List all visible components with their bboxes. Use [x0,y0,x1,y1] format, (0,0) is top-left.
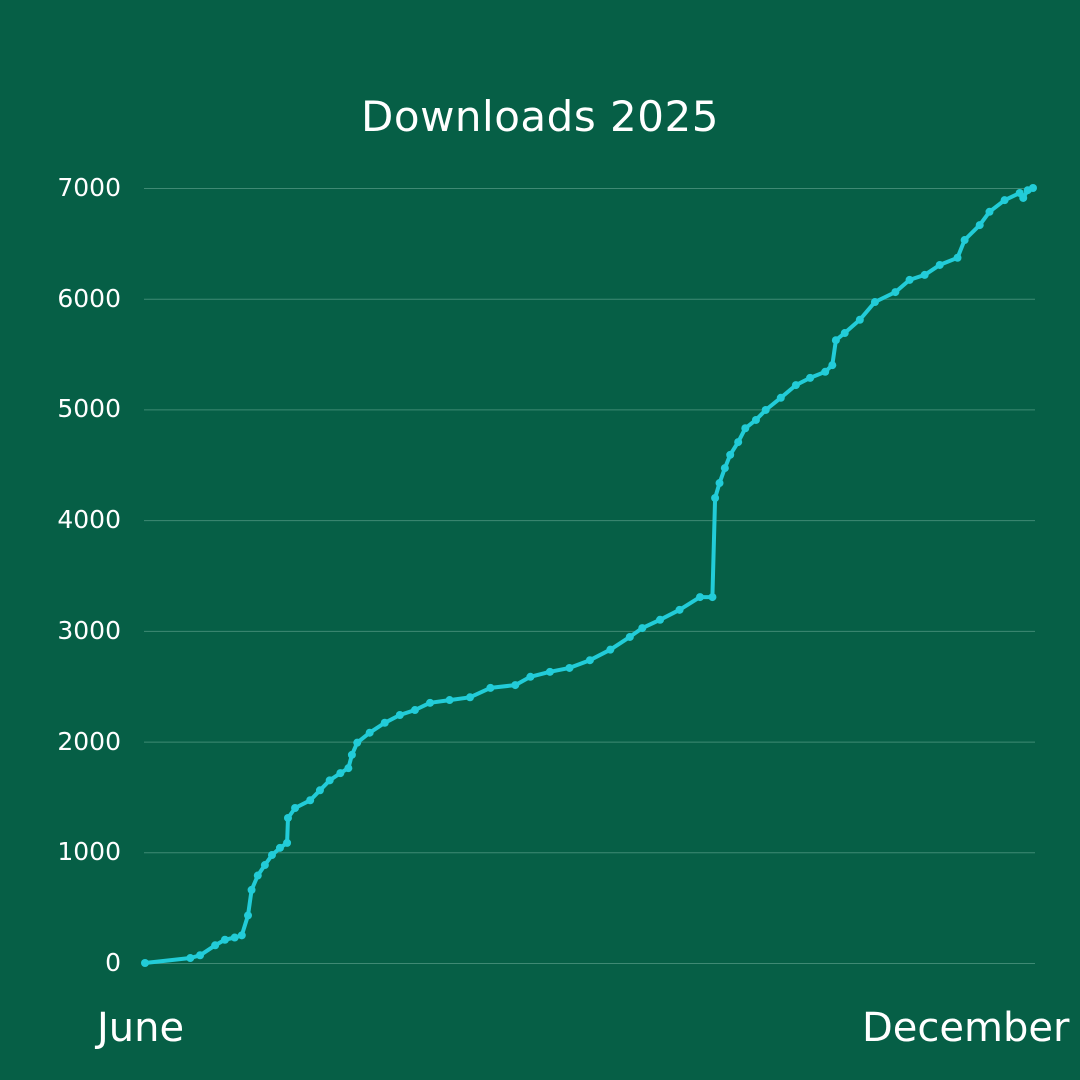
data-point [267,851,276,860]
data-point [1019,193,1028,202]
data-point [708,593,717,602]
data-point [905,275,914,284]
y-tick-label: 5000 [57,394,121,424]
data-point [306,796,315,805]
data-point [211,941,220,950]
data-point [565,663,574,672]
y-tick-label: 6000 [57,283,121,313]
data-point [840,329,849,338]
x-axis-label-start: June [97,1005,185,1051]
data-point [445,696,454,705]
data-point [935,260,944,269]
data-point [975,221,984,230]
data-point [380,718,389,727]
data-point [675,605,684,614]
data-point [734,438,743,447]
data-point [870,298,879,307]
data-point [828,361,837,370]
data-point [806,373,815,382]
data-point [347,750,356,759]
data-point [466,693,475,702]
data-point [855,315,864,324]
data-point [625,632,634,641]
gridlines [144,188,1035,964]
data-point [344,764,353,773]
data-point [315,786,324,795]
data-point [186,954,195,963]
data-point [141,959,149,967]
data-point [891,288,900,297]
data-point [656,615,665,624]
y-tick-label: 4000 [57,505,121,535]
data-point [726,450,735,459]
data-point [761,405,770,414]
y-tick-label: 2000 [57,726,121,756]
data-point [920,270,929,279]
data-point [985,207,994,216]
chart-title: Downloads 2025 [361,92,719,141]
data-point [275,843,284,852]
data-point [831,336,840,345]
data-point [291,804,300,812]
data-point [526,672,535,681]
data-point [821,367,830,376]
data-point [511,681,520,690]
data-point [720,464,729,473]
data-point [253,871,262,880]
data-point [220,935,229,944]
data-point [237,931,246,940]
data-point [715,479,724,488]
data-point [244,911,253,920]
data-point [426,698,435,707]
data-point [283,813,292,822]
data-point [325,776,334,785]
data-point [1000,196,1009,205]
data-point [365,728,374,737]
data-point [336,769,345,778]
data-point [776,393,785,402]
data-point [395,711,404,719]
data-point [1029,184,1037,192]
data-point [353,738,362,747]
y-tick-label: 0 [105,948,121,977]
data-point [196,951,205,960]
data-point [247,885,256,894]
data-point [711,494,720,502]
data-markers [141,184,1037,967]
data-point [791,381,800,390]
y-tick-label: 7000 [57,173,121,202]
y-tick-label: 3000 [57,615,121,645]
data-point [960,236,969,245]
data-point [585,656,594,665]
data-point [741,424,750,433]
y-tick-label: 1000 [57,837,121,867]
data-point [638,624,647,633]
data-point [283,838,292,847]
data-point [953,253,962,262]
data-point [545,667,554,676]
x-axis-label-end: December [862,1005,1070,1051]
data-point [410,706,419,715]
data-point [260,861,269,870]
data-point [486,683,495,692]
data-point [751,415,760,424]
data-point [606,645,615,654]
data-point [230,933,239,942]
data-point [696,593,704,602]
